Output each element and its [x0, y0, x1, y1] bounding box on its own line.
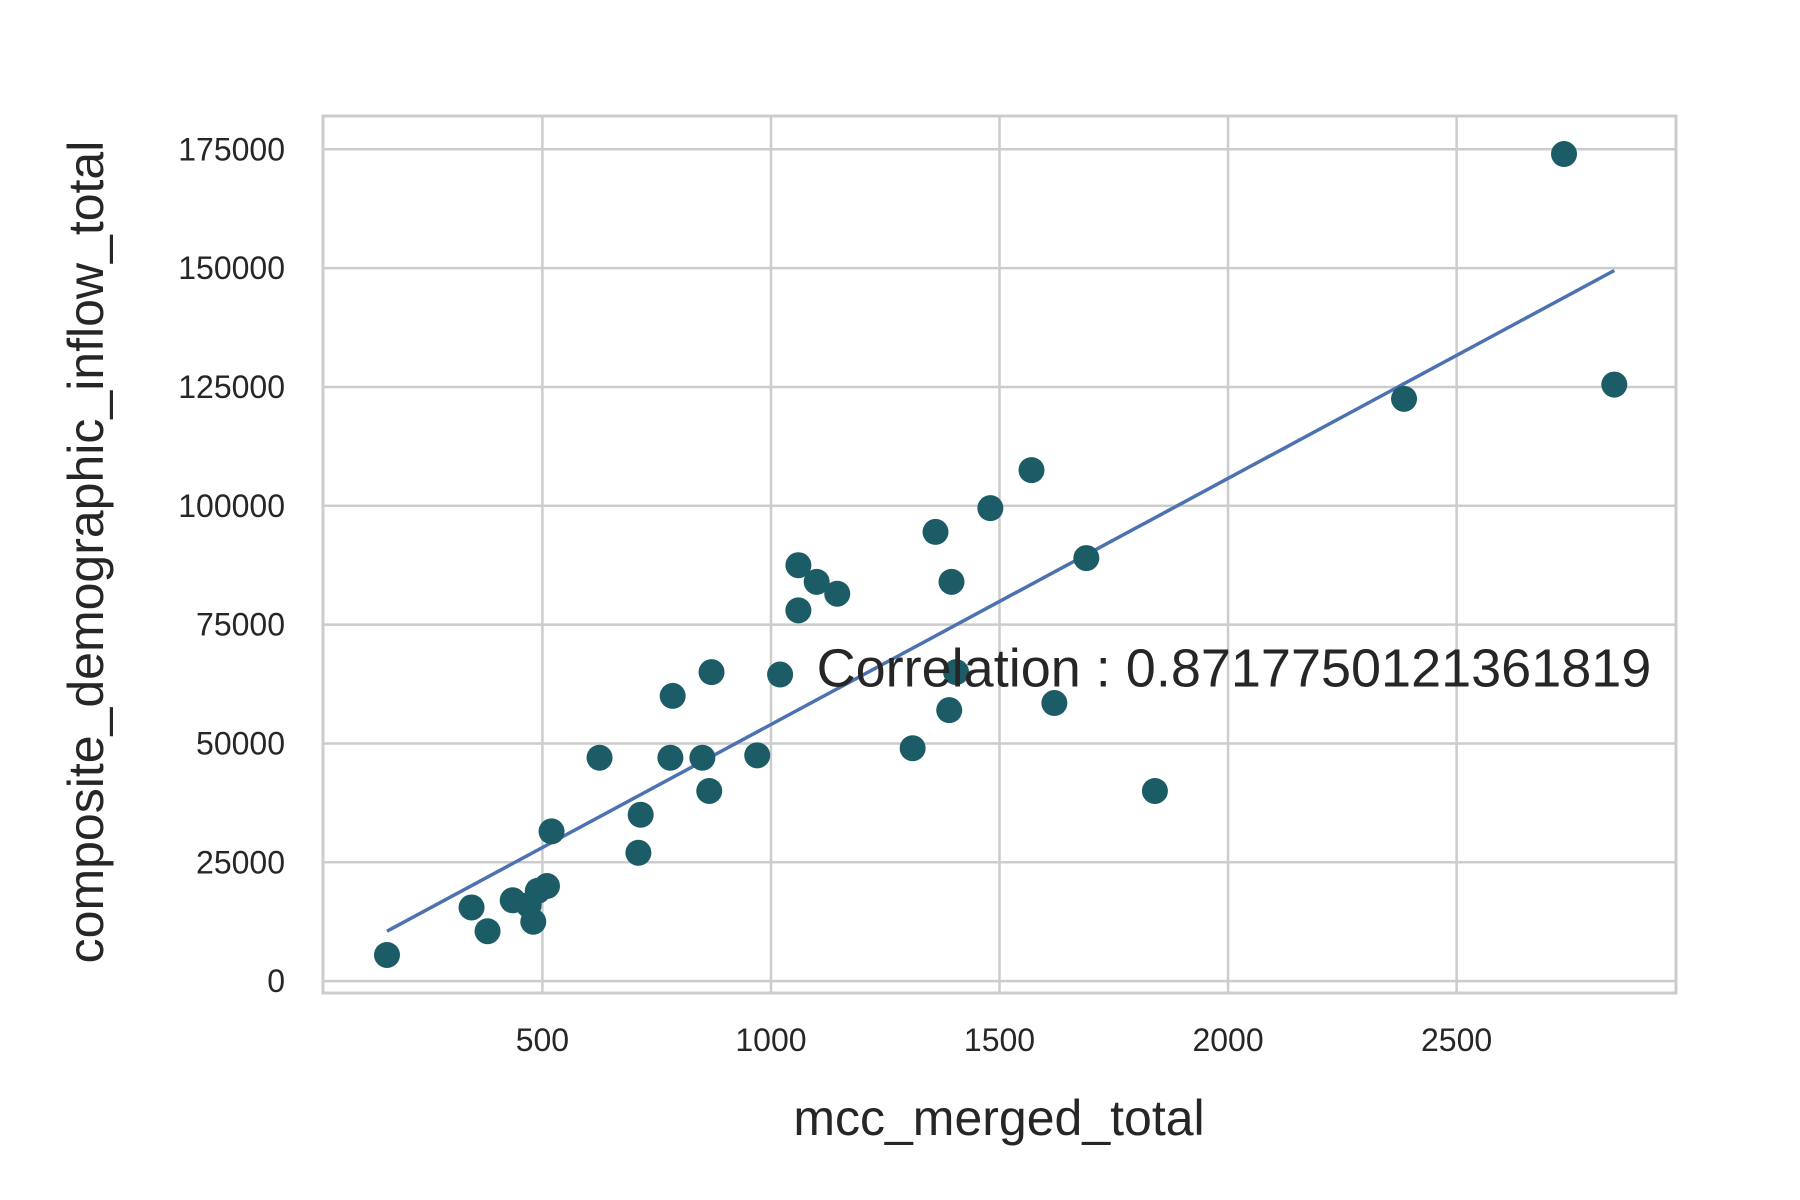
data-point: [696, 777, 723, 804]
y-tick-label: 75000: [196, 607, 285, 643]
data-point: [520, 908, 547, 935]
data-point: [1073, 545, 1100, 572]
data-point: [586, 744, 613, 771]
x-tick-label: 2500: [1421, 1022, 1492, 1058]
data-point: [803, 568, 830, 595]
regression-line: [386, 268, 1616, 933]
data-point: [744, 742, 771, 769]
y-tick-label: 50000: [196, 725, 285, 761]
x-axis-label: mcc_merged_total: [793, 1090, 1204, 1146]
data-point: [922, 518, 949, 545]
data-point: [538, 818, 565, 845]
x-tick-label: 1000: [735, 1022, 806, 1058]
correlation-annotation: Correlation : 0.8717750121361819: [817, 638, 1652, 698]
data-point: [627, 801, 654, 828]
data-point: [785, 552, 812, 579]
data-point: [943, 659, 970, 686]
data-point: [767, 661, 794, 688]
data-point: [458, 894, 485, 921]
y-tick-label: 25000: [196, 844, 285, 880]
x-tick-label: 500: [516, 1022, 569, 1058]
data-point: [785, 597, 812, 624]
data-point: [1141, 777, 1168, 804]
y-tick-label: 175000: [178, 131, 285, 167]
x-tick-label: 2000: [1192, 1022, 1263, 1058]
data-point: [659, 682, 686, 709]
data-point: [625, 839, 652, 866]
data-points: [373, 141, 1628, 968]
y-tick-label: 125000: [178, 369, 285, 405]
data-point: [373, 941, 400, 968]
data-point: [1391, 385, 1418, 412]
tick-labels: 500 1000 1500 2000 2500025000500007500010000…: [178, 131, 1492, 1058]
gridlines: [323, 116, 1676, 993]
y-axis-label: composite_demographic_inflow_total: [58, 141, 114, 964]
data-point: [1041, 690, 1068, 717]
data-point: [824, 580, 851, 607]
data-point: [977, 495, 1004, 522]
x-tick-label: 1500: [964, 1022, 1035, 1058]
data-point: [1551, 141, 1578, 168]
y-tick-label: 150000: [178, 250, 285, 286]
data-point: [899, 735, 926, 762]
data-point: [474, 918, 501, 945]
data-point: [698, 659, 725, 686]
y-tick-label: 0: [267, 963, 285, 999]
data-point: [1601, 371, 1628, 398]
plot-frame: [321, 114, 1678, 995]
y-tick-label: 100000: [178, 488, 285, 524]
data-point: [533, 873, 560, 900]
data-point: [938, 568, 965, 595]
data-point: [657, 744, 684, 771]
data-point: [936, 697, 963, 724]
data-point: [1018, 457, 1045, 484]
data-point: [689, 744, 716, 771]
